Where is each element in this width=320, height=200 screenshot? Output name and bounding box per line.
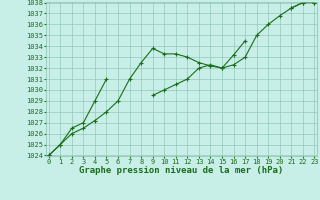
X-axis label: Graphe pression niveau de la mer (hPa): Graphe pression niveau de la mer (hPa) xyxy=(79,166,284,175)
